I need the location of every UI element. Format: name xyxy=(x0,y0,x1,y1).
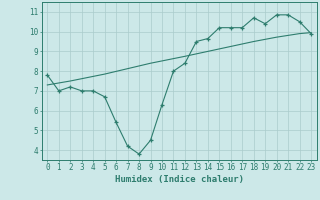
X-axis label: Humidex (Indice chaleur): Humidex (Indice chaleur) xyxy=(115,175,244,184)
